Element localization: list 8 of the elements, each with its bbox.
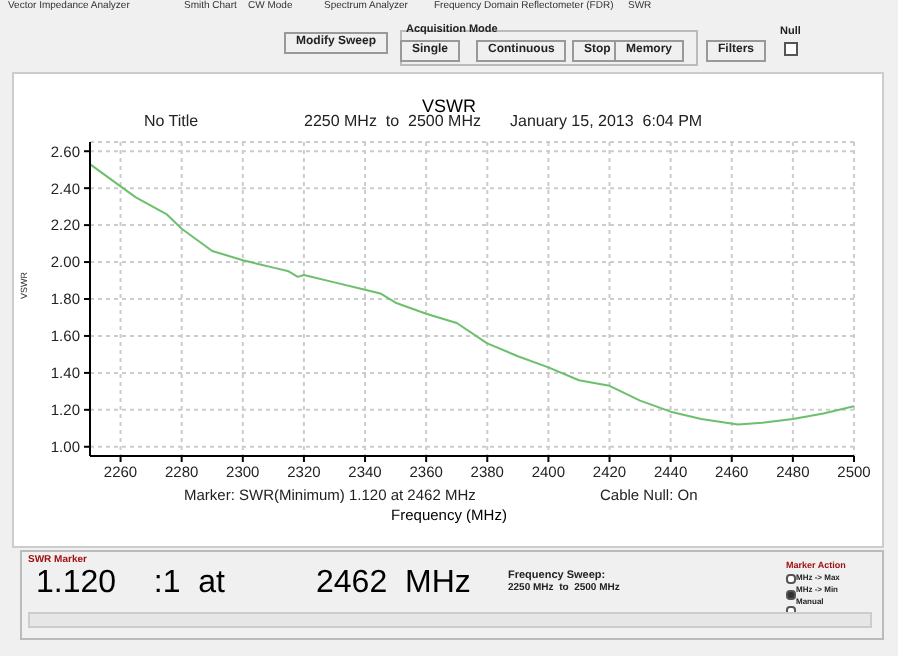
line-series	[90, 163, 854, 426]
text: :1 at	[151, 566, 225, 602]
text: January 15, 2013 6:04 PM	[510, 112, 703, 132]
text: No Title	[144, 112, 199, 132]
chart-title: VSWR	[422, 96, 476, 116]
text: 1.120	[36, 566, 117, 602]
text: 2250 MHz to 2500 MHz	[304, 112, 481, 132]
text: 2462 MHz	[316, 566, 471, 602]
